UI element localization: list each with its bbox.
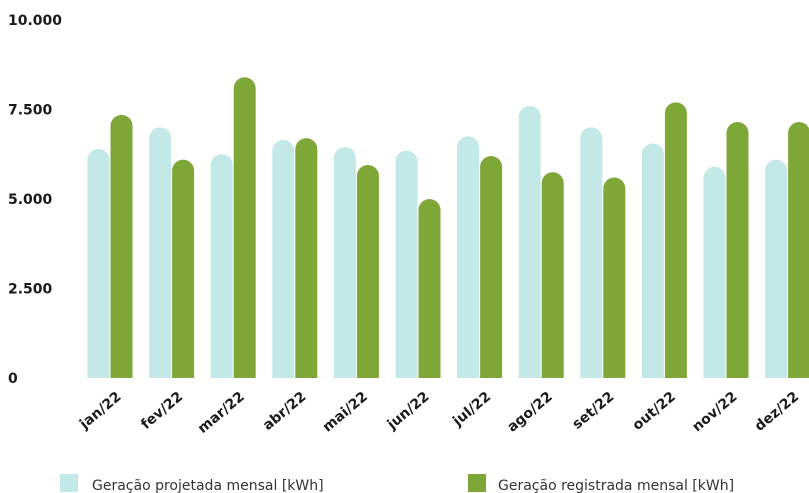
x-tick-label: ago/22 [504, 389, 555, 436]
x-axis: jan/22 fev/22 mar/22 abr/22 mai/22 jun/22 jul/… [76, 389, 802, 437]
bar-projected [333, 147, 356, 378]
bar-registered [172, 159, 195, 378]
bar-registered [110, 114, 133, 379]
bar-registered [726, 122, 749, 378]
x-tick-label: jun/22 [384, 389, 433, 434]
bar-registered [356, 164, 379, 378]
x-tick-label: out/22 [630, 389, 679, 434]
y-axis: 0 2.500 5.000 7.500 10.000 [8, 13, 62, 387]
bar-projected [457, 136, 480, 378]
y-tick-label: 0 [8, 371, 18, 387]
bar-projected [518, 105, 541, 378]
bar-projected [210, 154, 233, 378]
bar-registered [541, 172, 564, 378]
bar-projected [395, 150, 418, 378]
x-tick-label: dez/22 [752, 389, 802, 435]
bar-projected [87, 148, 110, 378]
y-tick-label: 10.000 [8, 13, 62, 29]
bars [87, 77, 809, 379]
x-tick-label: set/22 [569, 389, 617, 433]
x-tick-label: abr/22 [260, 389, 309, 434]
bar-registered [603, 177, 626, 378]
bar-registered [788, 122, 809, 378]
bar-projected [580, 127, 603, 378]
legend-swatch-registered [468, 474, 486, 492]
bar-registered [418, 199, 441, 378]
bar-registered [233, 77, 256, 378]
y-tick-label: 7.500 [8, 103, 53, 119]
bar-registered [295, 138, 318, 378]
bar-projected [272, 139, 295, 378]
bar-projected [765, 159, 788, 378]
legend: Geração projetada mensal [kWh] Geração r… [60, 474, 734, 493]
legend-swatch-projected [60, 474, 78, 492]
x-tick-label: mar/22 [195, 389, 248, 437]
bar-projected [703, 166, 726, 378]
bar-registered [664, 102, 687, 379]
x-tick-label: jul/22 [449, 389, 494, 430]
x-tick-label: mai/22 [320, 389, 371, 436]
legend-label-registered: Geração registrada mensal [kWh] [498, 478, 734, 493]
y-tick-label: 2.500 [8, 282, 53, 298]
bar-projected [149, 127, 172, 378]
y-tick-label: 5.000 [8, 192, 53, 208]
x-tick-label: jan/22 [76, 389, 124, 433]
x-tick-label: fev/22 [138, 389, 186, 433]
bar-registered [480, 156, 503, 378]
bar-projected [641, 143, 664, 378]
x-tick-label: nov/22 [689, 389, 740, 436]
legend-label-projected: Geração projetada mensal [kWh] [92, 478, 324, 493]
